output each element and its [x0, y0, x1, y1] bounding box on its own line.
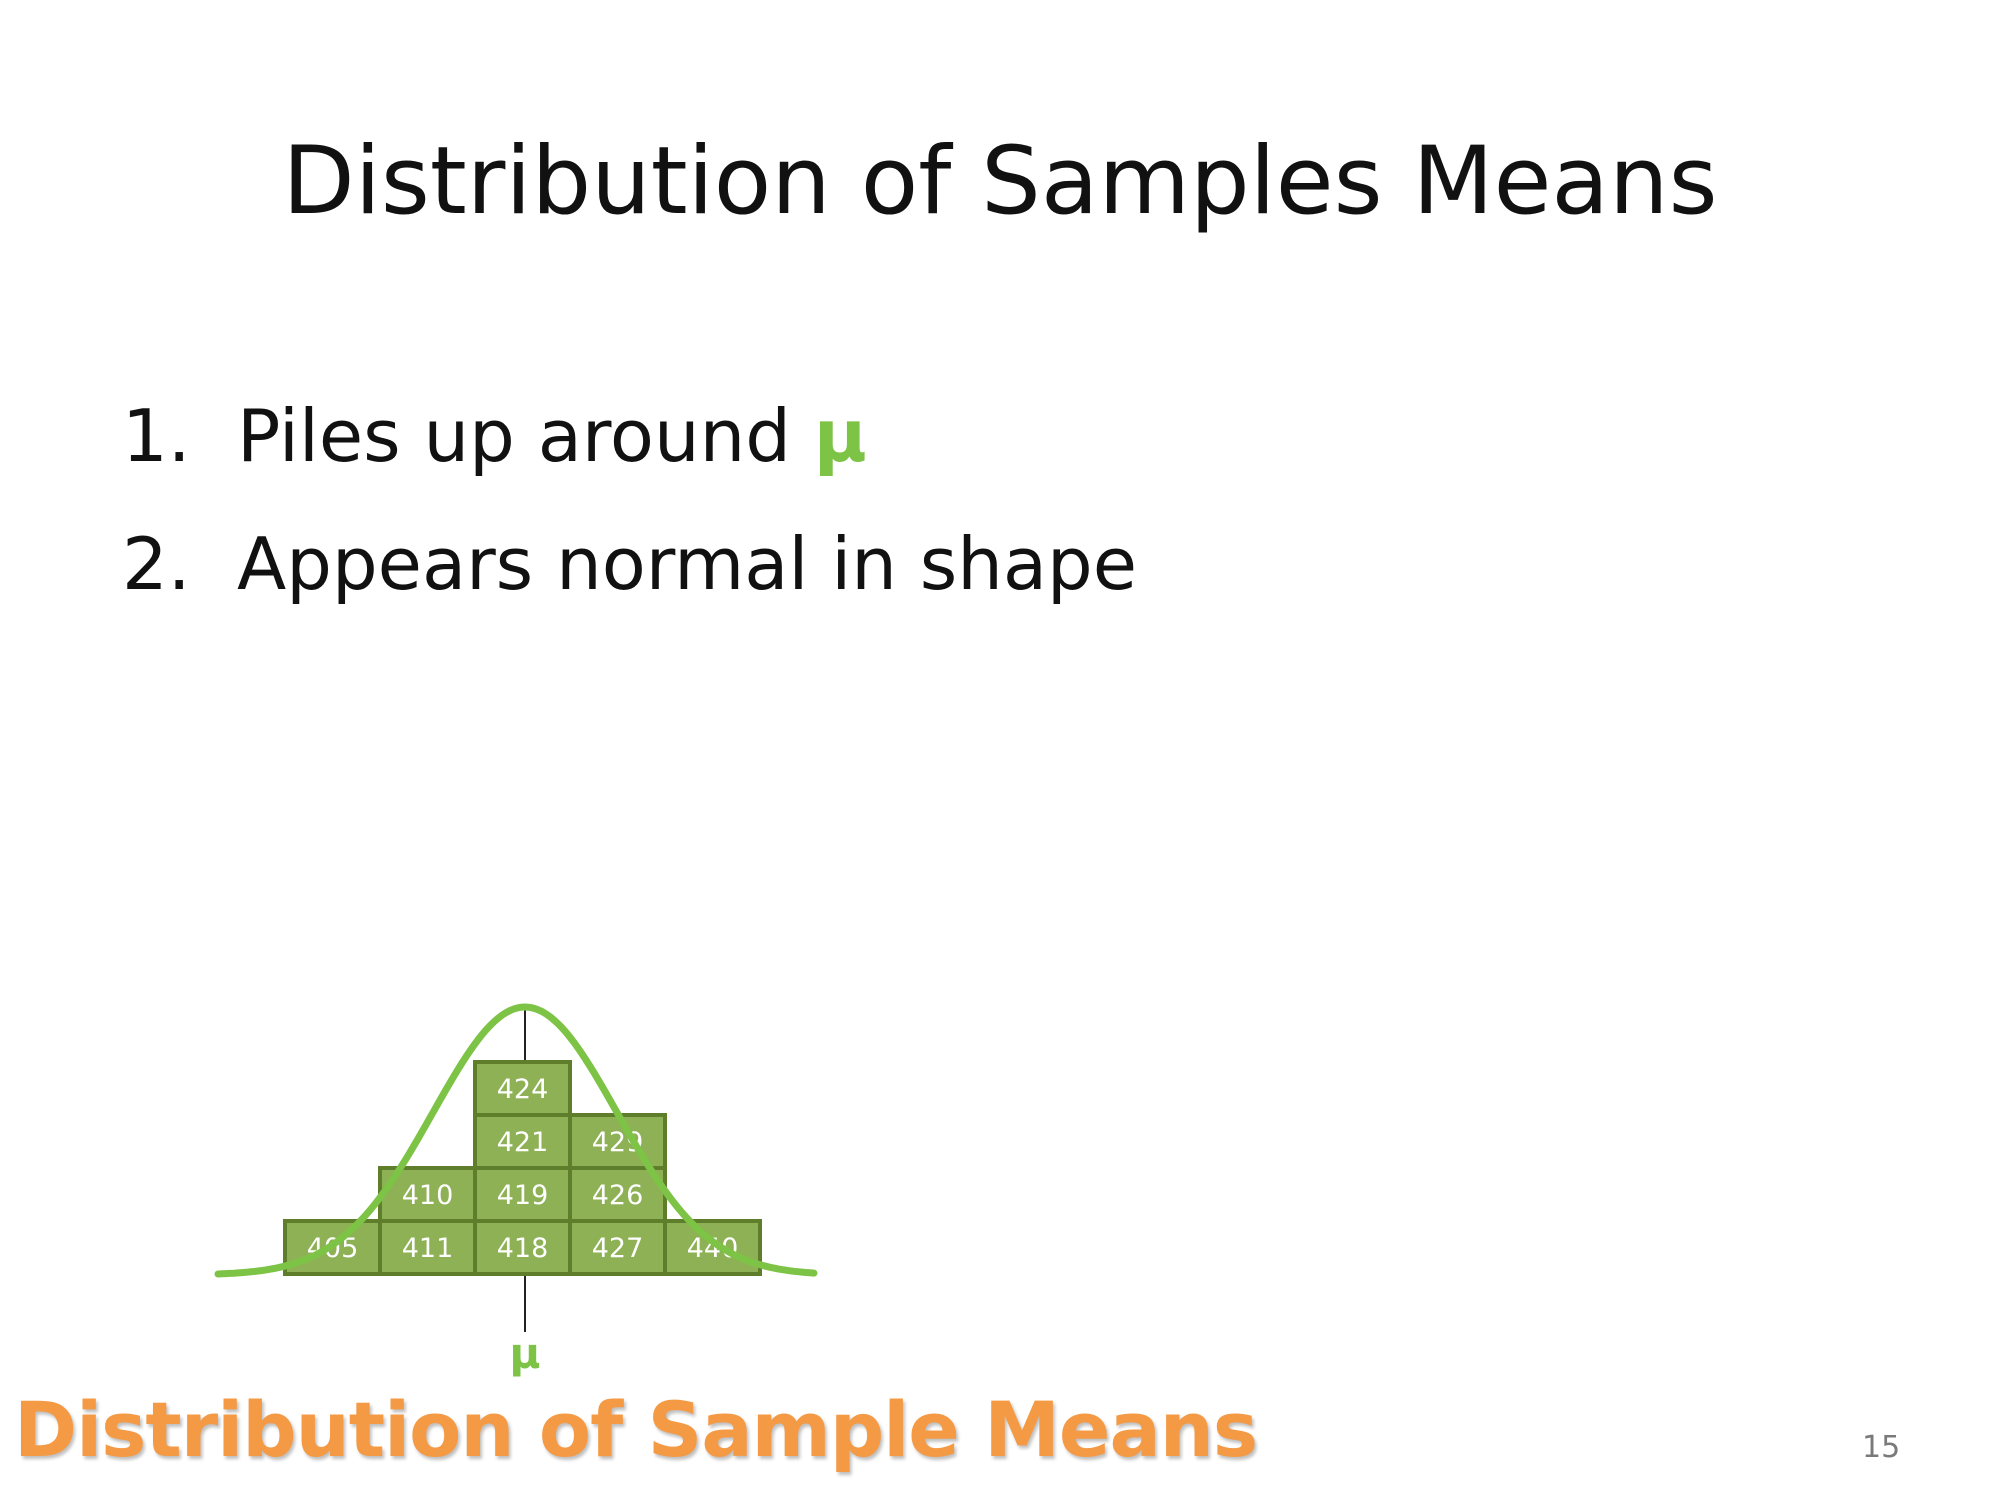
sample-mean-block: [378, 1219, 477, 1276]
bullet-text: Piles up around: [237, 394, 814, 478]
sample-mean-value: 427: [592, 1233, 644, 1264]
slide-title: Distribution of Samples Means: [282, 127, 1718, 236]
bullet-text: Appears normal in shape: [237, 522, 1138, 606]
figure-caption: Distribution of Sample Means: [14, 1385, 1258, 1474]
bullet-item-2: 2. Appears normal in shape: [122, 500, 1137, 628]
sample-mean-value: 410: [402, 1180, 454, 1211]
sample-mean-block: [473, 1060, 572, 1117]
page-number: 15: [1862, 1430, 1901, 1465]
sample-mean-value: 421: [497, 1127, 549, 1158]
sample-mean-value: 424: [497, 1074, 549, 1105]
sample-mean-value: 419: [497, 1180, 549, 1211]
bullet-number: 1.: [122, 394, 191, 478]
bullet-item-1: 1. Piles up around μ: [122, 372, 1137, 500]
sample-mean-value: 418: [497, 1233, 549, 1264]
bullet-number: 2.: [122, 522, 191, 606]
sample-mean-block: [663, 1219, 762, 1276]
sample-mean-value: 426: [592, 1180, 644, 1211]
normal-curve: [214, 1003, 818, 1278]
bullet-list: 1. Piles up around μ 2. Appears normal in …: [122, 372, 1137, 628]
mu-symbol: μ: [813, 394, 867, 478]
sample-mean-block: [473, 1219, 572, 1276]
mu-axis-label: μ: [510, 1329, 541, 1378]
sample-mean-value: 411: [402, 1233, 454, 1264]
